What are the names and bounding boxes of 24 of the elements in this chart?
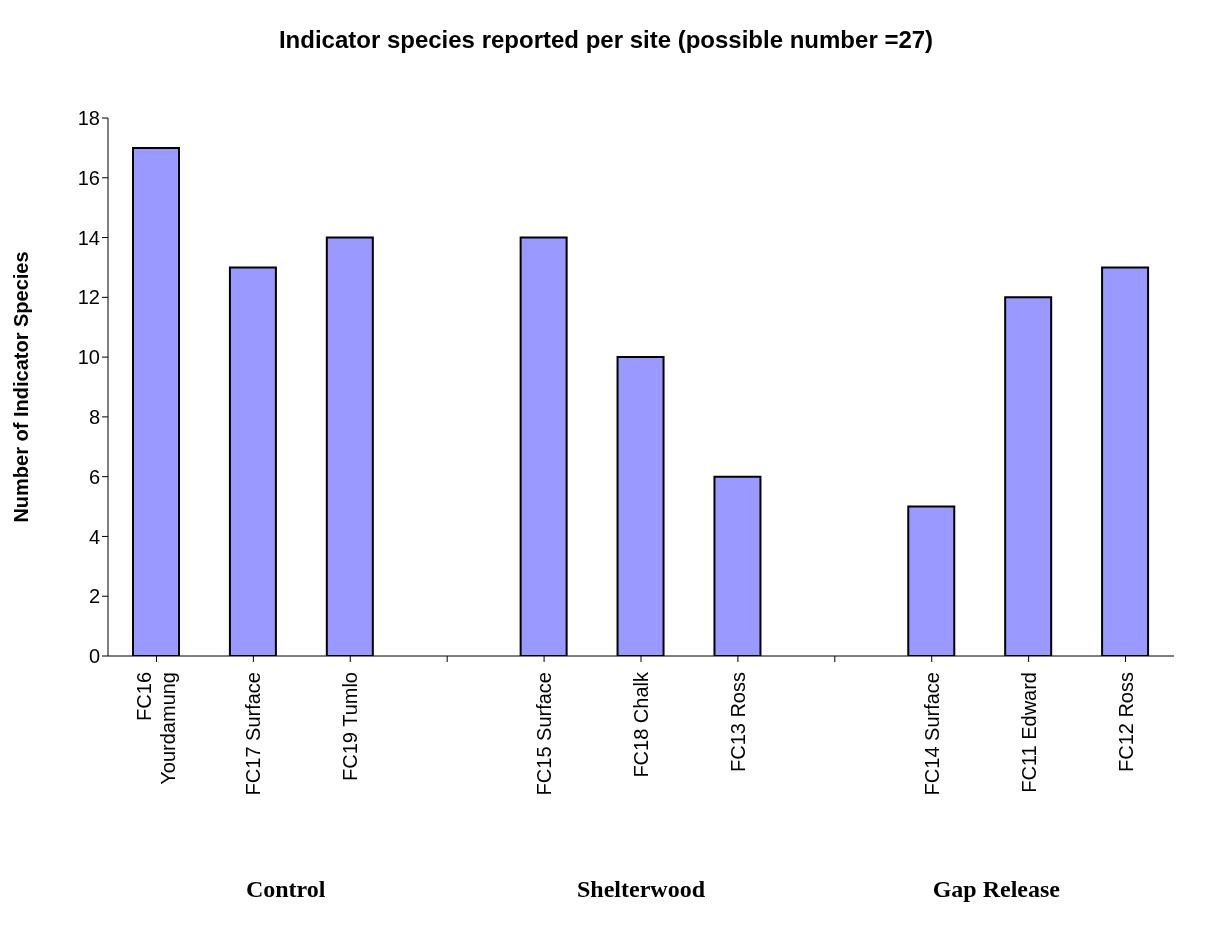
y-tick-label: 10 xyxy=(77,346,100,369)
x-tick-label: FC18 Chalk xyxy=(630,671,652,778)
x-tick-label: FC11 Edward xyxy=(1017,672,1040,793)
x-tick-label: FC19 Tumlo xyxy=(339,672,362,781)
text: Shelterwood xyxy=(576,876,706,903)
y-axis-title: Number of Indicator Species xyxy=(10,251,33,523)
x-tick-label: FC16 Yourdamung xyxy=(133,672,180,785)
x-tick-label: FC12 Ross xyxy=(1114,672,1137,773)
y-tick-label: 12 xyxy=(77,286,100,309)
y-tick-label: 2 xyxy=(88,585,100,608)
x-tick-label: FC15 Surface xyxy=(533,672,556,796)
x-tick-label: FC14 Surface xyxy=(920,672,943,796)
text: Gap Release xyxy=(931,876,1061,903)
y-tick-label: 18 xyxy=(77,107,100,130)
chart-title: Indicator species reported per site (possible number =27) xyxy=(277,26,935,54)
y-tick-label: 14 xyxy=(77,226,100,249)
y-tick-label: 16 xyxy=(77,166,100,189)
y-tick-label: 6 xyxy=(88,465,100,488)
text: Control xyxy=(244,876,327,903)
y-tick-label: 8 xyxy=(88,405,100,428)
y-tick-label: 0 xyxy=(88,645,100,668)
x-tick-label: FC17 Surface xyxy=(242,672,265,796)
x-tick-label: FC13 Ross xyxy=(726,672,749,773)
y-tick-label: 4 xyxy=(88,525,100,548)
